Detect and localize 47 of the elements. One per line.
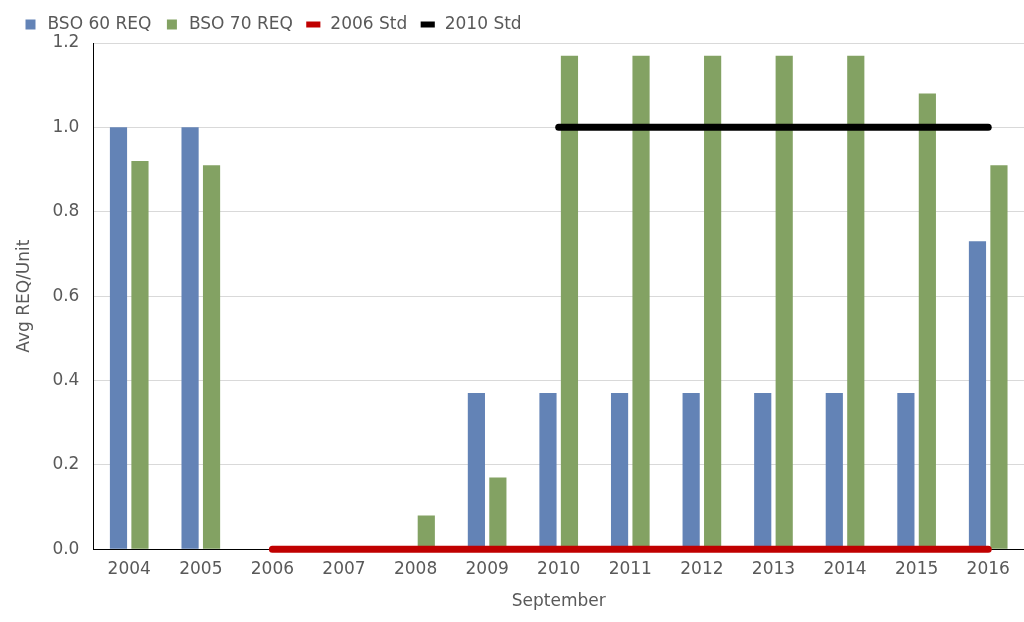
bar [968,241,987,549]
bar [775,55,793,549]
x-tick-label: 2008 [393,557,438,578]
x-axis-title: September [511,590,606,611]
bar [109,127,128,549]
bar [847,55,865,549]
y-tick-label: 0.4 [52,368,80,389]
x-tick-label: 2009 [465,557,509,578]
y-tick-label: 0.2 [52,453,80,474]
bar [897,393,915,549]
y-tick-label: 1.0 [52,115,80,136]
x-tick-label: 2016 [966,557,1010,578]
bar [682,393,700,549]
bar [560,55,579,549]
bar [467,393,485,549]
x-tick-label: 2005 [179,557,223,578]
bar [417,515,435,549]
bar [539,393,557,549]
legend-label: BSO 60 REQ [47,12,152,33]
x-tick-label: 2007 [322,557,366,578]
bar [181,127,199,549]
bar [131,161,149,549]
y-tick-label: 0.0 [52,537,80,558]
x-tick-label: 2006 [250,557,295,578]
x-tick-label: 2012 [680,557,724,578]
bar [825,393,843,549]
bar [632,55,650,549]
bar [202,165,221,549]
legend-label: 2006 Std [330,12,408,33]
x-tick-label: 2011 [608,557,652,578]
x-tick-label: 2004 [107,557,151,578]
x-tick-label: 2013 [751,557,796,578]
legend-label: BSO 70 REQ [188,12,293,33]
bar [704,55,722,549]
y-axis-title: Avg REQ/Unit [12,239,33,353]
x-tick-label: 2010 [537,557,581,578]
bar [610,393,629,549]
bar [918,93,936,549]
x-tick-label: 2015 [894,557,939,578]
bar [489,477,507,549]
y-tick-label: 1.2 [52,31,80,52]
bar [990,165,1008,549]
legend-label: 2010 Std [444,12,522,33]
y-tick-label: 0.8 [52,200,80,221]
y-tick-label: 0.6 [52,284,80,305]
x-tick-label: 2014 [823,557,867,578]
bar [754,393,772,549]
